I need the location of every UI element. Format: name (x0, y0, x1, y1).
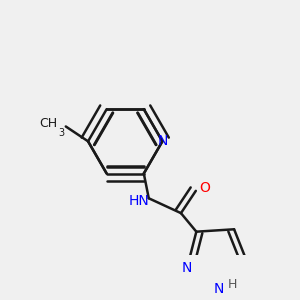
Text: H: H (228, 278, 237, 291)
Text: N: N (214, 282, 224, 296)
Text: CH: CH (39, 118, 57, 130)
Text: O: O (199, 182, 210, 195)
Text: HN: HN (128, 194, 149, 208)
Text: N: N (182, 261, 192, 275)
Text: N: N (157, 134, 168, 148)
Text: 3: 3 (58, 128, 64, 139)
